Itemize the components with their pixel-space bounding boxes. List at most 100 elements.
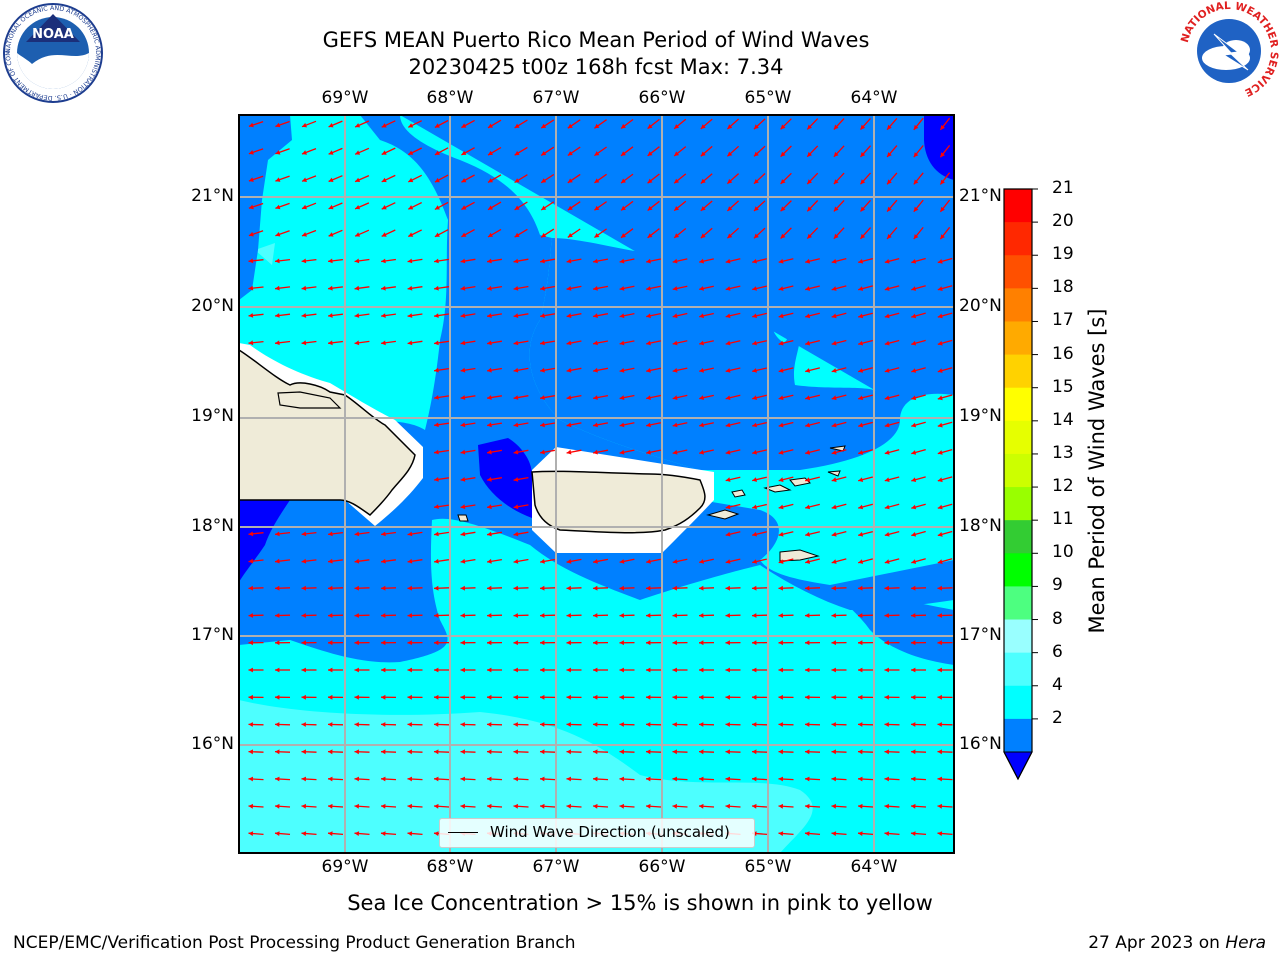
wind-wave-arrowhead — [725, 422, 731, 428]
wind-wave-arrowhead — [752, 559, 757, 564]
wind-wave-arrowhead — [831, 313, 837, 319]
wind-wave-arrowhead — [434, 776, 439, 782]
wind-wave-arrowhead — [805, 531, 811, 537]
wind-wave-arrowhead — [434, 531, 439, 537]
wind-wave-arrowhead — [540, 395, 545, 400]
wind-wave-arrowhead — [672, 340, 678, 346]
wind-wave-arrowhead — [778, 286, 784, 291]
wind-wave-arrowhead — [381, 123, 387, 128]
map-legend: Wind Wave Direction (unscaled) — [439, 818, 755, 848]
wind-wave-arrowhead — [513, 449, 519, 455]
wind-wave-arrowhead — [937, 776, 942, 782]
wind-wave-arrowhead — [487, 694, 492, 700]
wind-wave-arrowhead — [301, 694, 306, 700]
wind-wave-arrowhead — [699, 395, 704, 400]
wind-wave-arrowhead — [354, 531, 360, 537]
wind-wave-arrowhead — [593, 640, 598, 646]
lat-label-left: 16°N — [191, 734, 234, 754]
wind-wave-arrowhead — [672, 803, 677, 809]
wind-wave-arrowhead — [833, 233, 839, 239]
wind-wave-arrowhead — [407, 831, 413, 836]
wind-wave-arrowhead — [275, 285, 280, 291]
wind-wave-arrowhead — [725, 803, 730, 809]
wind-wave-arrowhead — [487, 531, 492, 537]
wind-wave-arrowhead — [434, 313, 439, 318]
wind-wave-arrowhead — [858, 831, 863, 836]
wind-wave-arrowhead — [461, 232, 467, 237]
lon-label-bottom: 65°W — [744, 857, 792, 877]
wind-wave-arrowhead — [460, 422, 466, 428]
lat-label-left: 18°N — [191, 516, 234, 536]
wind-wave-arrowhead — [831, 340, 837, 346]
colorbar-segment — [1004, 288, 1032, 323]
wind-wave-arrowhead — [567, 151, 573, 156]
wind-wave-arrowhead — [487, 395, 492, 400]
wind-wave-arrowhead — [805, 722, 810, 727]
wind-wave-arrowhead — [619, 368, 625, 373]
wind-wave-arrowhead — [328, 640, 333, 646]
colorbar-tick-label: 6 — [1052, 641, 1063, 662]
wind-wave-arrowhead — [434, 667, 439, 673]
wind-wave-arrowhead — [778, 531, 784, 537]
colorbar-tick-label: 14 — [1052, 409, 1074, 430]
wind-wave-arrowhead — [354, 831, 360, 836]
wind-wave-arrowhead — [884, 831, 890, 836]
wind-wave-arrowhead — [381, 531, 386, 537]
wind-wave-arrowhead — [593, 395, 598, 400]
wind-wave-arrowhead — [911, 286, 917, 291]
wind-wave-arrowhead — [381, 694, 386, 700]
colorbar-segment — [1004, 487, 1032, 521]
wind-wave-arrowhead — [408, 150, 414, 155]
wind-wave-arrowhead — [355, 123, 361, 128]
wind-wave-arrowhead — [408, 232, 414, 237]
wind-wave-arrowhead — [725, 749, 730, 755]
wind-wave-arrowhead — [752, 776, 757, 782]
lat-label-left: 21°N — [191, 186, 234, 206]
wind-wave-arrowhead — [725, 722, 730, 727]
wind-wave-arrowhead — [328, 722, 333, 727]
wind-wave-arrowhead — [752, 531, 757, 537]
wind-wave-arrowhead — [672, 286, 678, 291]
wind-wave-arrowhead — [487, 477, 492, 482]
wind-wave-arrowhead — [674, 151, 680, 156]
wind-wave-arrowhead — [407, 749, 412, 755]
colorbar-segment — [1004, 321, 1032, 356]
wind-wave-arrowhead — [381, 722, 386, 727]
wind-wave-arrowhead — [911, 532, 917, 537]
wind-wave-arrowhead — [725, 776, 730, 782]
lat-label-right: 18°N — [959, 516, 1002, 536]
wind-wave-arrowhead — [672, 776, 677, 782]
wind-wave-arrowhead — [940, 206, 945, 212]
wind-wave-arrowhead — [328, 150, 334, 155]
wind-wave-arrowhead — [672, 559, 678, 564]
wind-wave-arrowhead — [593, 449, 598, 455]
wind-wave-arrowhead — [831, 749, 836, 755]
wind-wave-arrowhead — [541, 205, 547, 210]
wind-wave-arrowhead — [884, 559, 890, 564]
wind-wave-arrowhead — [807, 206, 812, 212]
wind-wave-arrowhead — [752, 694, 757, 700]
wind-wave-arrowhead — [754, 124, 759, 130]
wind-wave-arrowhead — [725, 504, 731, 510]
wind-wave-arrowhead — [354, 803, 359, 809]
wind-wave-arrowhead — [831, 286, 837, 291]
lat-label-right: 20°N — [959, 296, 1002, 316]
wind-wave-arrowhead — [725, 667, 730, 673]
wind-wave-arrowhead — [301, 531, 307, 537]
wind-wave-arrowhead — [328, 749, 333, 755]
wind-wave-arrowhead — [275, 722, 280, 727]
wind-wave-arrowhead — [646, 722, 651, 727]
wind-wave-arrowhead — [621, 151, 626, 156]
wind-wave-arrowhead — [302, 204, 307, 210]
wind-wave-arrowhead — [487, 340, 492, 346]
wind-wave-arrowhead — [513, 286, 519, 291]
wind-wave-arrowhead — [619, 749, 624, 755]
wind-wave-arrowhead — [514, 178, 520, 183]
wind-wave-arrowhead — [725, 477, 731, 482]
wind-wave-arrowhead — [831, 722, 836, 727]
wind-wave-arrowhead — [911, 477, 917, 482]
colorbar-tick-label: 18 — [1052, 277, 1074, 298]
map-frame — [238, 114, 955, 854]
wind-wave-arrowhead — [911, 694, 916, 700]
wind-wave-arrowhead — [354, 558, 360, 564]
